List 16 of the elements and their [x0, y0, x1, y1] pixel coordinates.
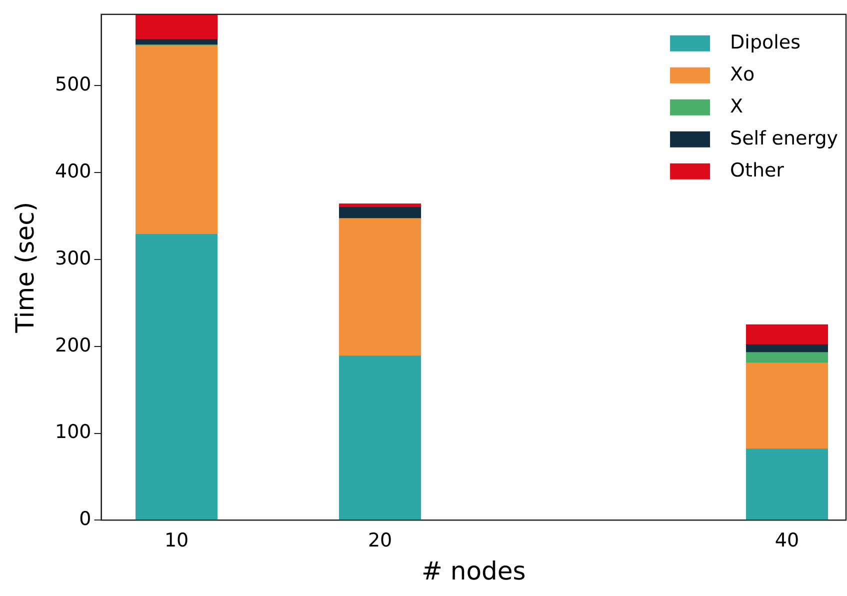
y-axis-title: Time (sec) [10, 202, 40, 334]
y-tick-label: 0 [79, 508, 92, 530]
x-tick-label: 40 [774, 530, 800, 552]
y-tick-label: 300 [55, 247, 92, 270]
legend-label: Other [730, 159, 784, 182]
legend-label: Self energy [730, 127, 838, 150]
y-tick-label: 400 [55, 160, 92, 183]
legend-label: Xo [730, 63, 755, 86]
x-tick-label: 20 [368, 530, 392, 552]
y-tick-label: 200 [55, 334, 92, 356]
y-tick-label: 500 [55, 74, 92, 96]
y-tick-label: 100 [55, 421, 92, 444]
legend-label: X [730, 95, 744, 118]
legend-label: Dipoles [730, 31, 801, 54]
x-axis-title: # nodes [421, 556, 526, 586]
x-tick-label: 10 [164, 530, 189, 552]
